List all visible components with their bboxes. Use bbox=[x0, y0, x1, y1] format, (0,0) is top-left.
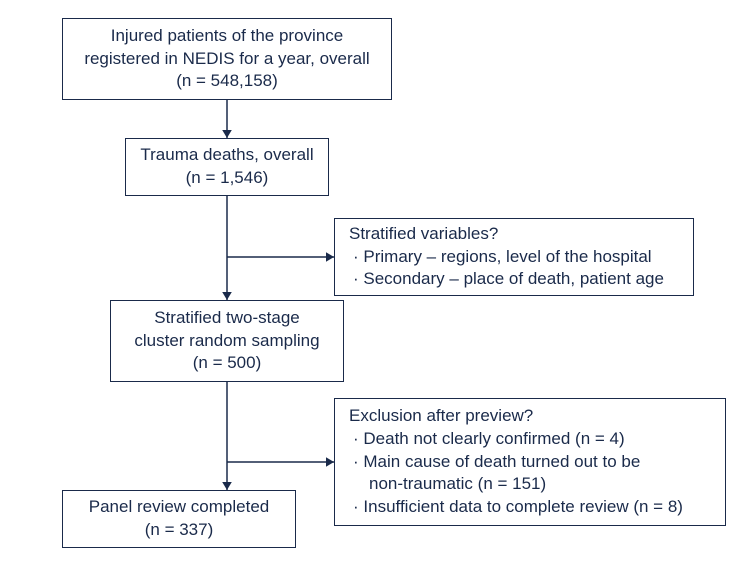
node-panel-review: Panel review completed (n = 337) bbox=[62, 490, 296, 548]
bullet: Death not clearly confirmed (n = 4) bbox=[349, 428, 625, 451]
n-value: (n = 500) bbox=[193, 352, 262, 375]
text: cluster random sampling bbox=[134, 330, 319, 353]
n-value: (n = 337) bbox=[145, 519, 214, 542]
title: Stratified variables? bbox=[349, 223, 498, 246]
text: Trauma deaths, overall bbox=[140, 144, 313, 167]
node-stratified-variables: Stratified variables? Primary – regions,… bbox=[334, 218, 694, 296]
text: registered in NEDIS for a year, overall bbox=[84, 48, 369, 71]
n-value: (n = 1,546) bbox=[186, 167, 269, 190]
bullet: Main cause of death turned out to be bbox=[349, 451, 640, 474]
node-injured-patients: Injured patients of the province registe… bbox=[62, 18, 392, 100]
bullet: Primary – regions, level of the hospital bbox=[349, 246, 652, 269]
node-exclusion-after-preview: Exclusion after preview? Death not clear… bbox=[334, 398, 726, 526]
title: Exclusion after preview? bbox=[349, 405, 533, 428]
node-trauma-deaths: Trauma deaths, overall (n = 1,546) bbox=[125, 138, 329, 196]
text: Injured patients of the province bbox=[111, 25, 343, 48]
node-cluster-sampling: Stratified two-stage cluster random samp… bbox=[110, 300, 344, 382]
bullet: Insufficient data to complete review (n … bbox=[349, 496, 683, 519]
bullet: Secondary – place of death, patient age bbox=[349, 268, 664, 291]
text: Stratified two-stage bbox=[154, 307, 300, 330]
n-value: (n = 548,158) bbox=[176, 70, 278, 93]
bullet-cont: non-traumatic (n = 151) bbox=[349, 473, 546, 496]
text: Panel review completed bbox=[89, 496, 269, 519]
